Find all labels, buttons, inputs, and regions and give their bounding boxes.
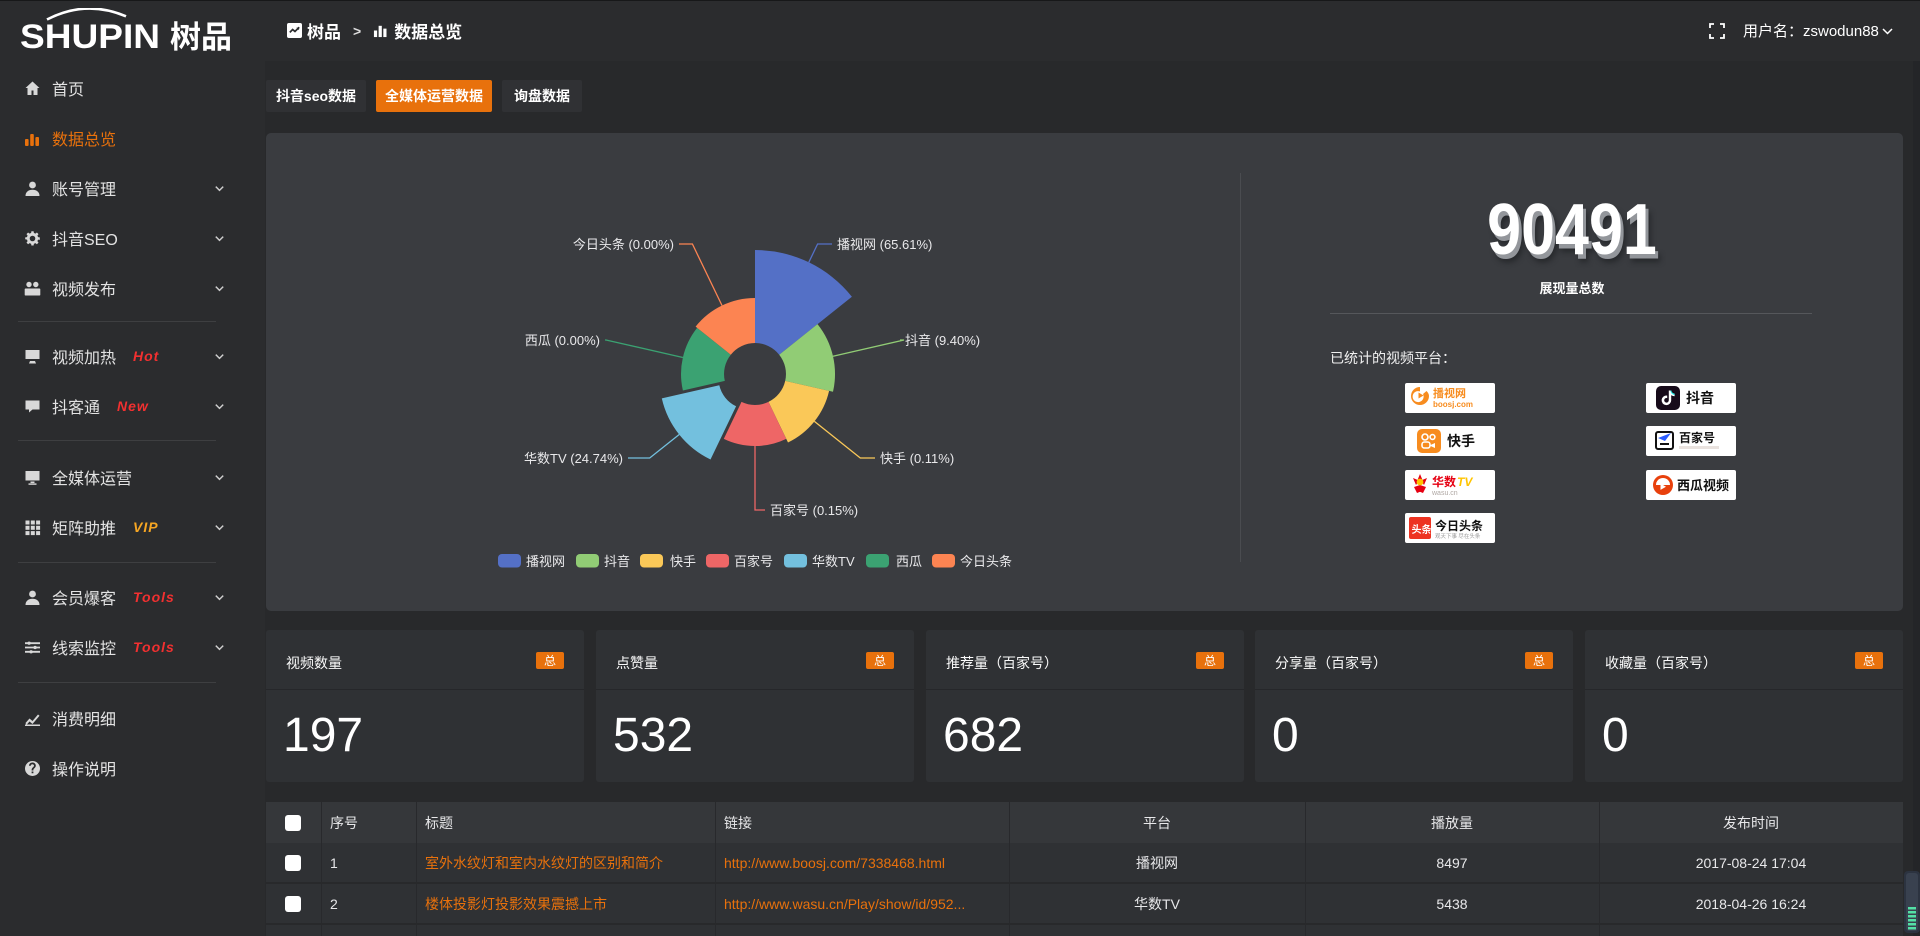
svg-text:华数TV (24.74%): 华数TV (24.74%): [524, 451, 623, 466]
svg-text:快手: 快手: [1447, 431, 1475, 451]
svg-text:SHUPIN: SHUPIN: [20, 18, 160, 52]
svg-text:今日头条: 今日头条: [1435, 517, 1483, 534]
svg-text:wasu.cn: wasu.cn: [1431, 490, 1458, 497]
svg-text:头条: 头条: [1412, 521, 1432, 536]
svg-text:播视网 (65.61%): 播视网 (65.61%): [837, 237, 932, 252]
svg-text:百家号: 百家号: [1679, 429, 1715, 446]
svg-text:抖音 (9.40%): 抖音 (9.40%): [905, 333, 980, 348]
svg-text:快手 (0.11%): 快手 (0.11%): [880, 451, 954, 466]
svg-text:今日头条 (0.00%): 今日头条 (0.00%): [573, 237, 674, 252]
svg-text:抖音: 抖音: [604, 554, 630, 569]
svg-text:boosj.com: boosj.com: [1433, 400, 1473, 409]
svg-text:西瓜 (0.00%): 西瓜 (0.00%): [525, 333, 600, 348]
svg-text:华数: 华数: [1432, 473, 1456, 490]
svg-text:华数TV: 华数TV: [812, 554, 855, 569]
svg-text:抖音: 抖音: [1686, 388, 1714, 408]
svg-text:西瓜: 西瓜: [896, 554, 922, 569]
svg-text:百家号: 百家号: [734, 554, 773, 569]
svg-text:西瓜视频: 西瓜视频: [1677, 475, 1729, 494]
svg-text:观天下事 尽在头条: 观天下事 尽在头条: [1435, 532, 1481, 540]
svg-text:树品: 树品: [170, 12, 232, 52]
svg-text:TV: TV: [1457, 475, 1473, 489]
svg-text:播视网: 播视网: [526, 554, 565, 569]
svg-text:今日头条: 今日头条: [960, 554, 1012, 569]
svg-text:播视网: 播视网: [1433, 385, 1466, 401]
svg-text:百家号 (0.15%): 百家号 (0.15%): [770, 503, 858, 518]
svg-text:快手: 快手: [670, 554, 696, 569]
